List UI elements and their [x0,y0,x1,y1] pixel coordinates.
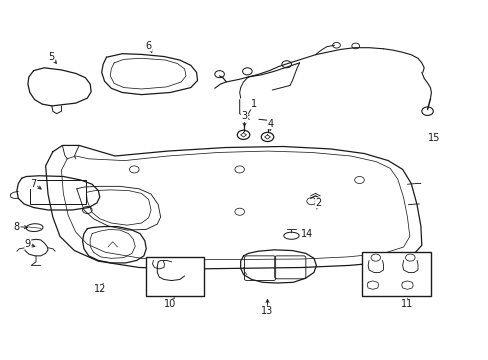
FancyBboxPatch shape [146,257,203,296]
Text: 8: 8 [14,221,20,231]
Text: 13: 13 [261,306,273,316]
Text: 6: 6 [145,41,151,51]
Text: 4: 4 [267,118,273,129]
Text: 9: 9 [25,239,31,249]
Text: 15: 15 [427,133,439,143]
Text: 2: 2 [315,198,321,208]
Text: 11: 11 [401,299,413,309]
Text: 3: 3 [241,112,247,121]
FancyBboxPatch shape [361,252,430,296]
Text: 10: 10 [164,299,176,309]
Text: 5: 5 [48,51,54,62]
Text: 1: 1 [250,99,257,109]
Text: 7: 7 [30,179,37,189]
Text: 14: 14 [300,229,312,239]
Text: 12: 12 [93,284,106,294]
